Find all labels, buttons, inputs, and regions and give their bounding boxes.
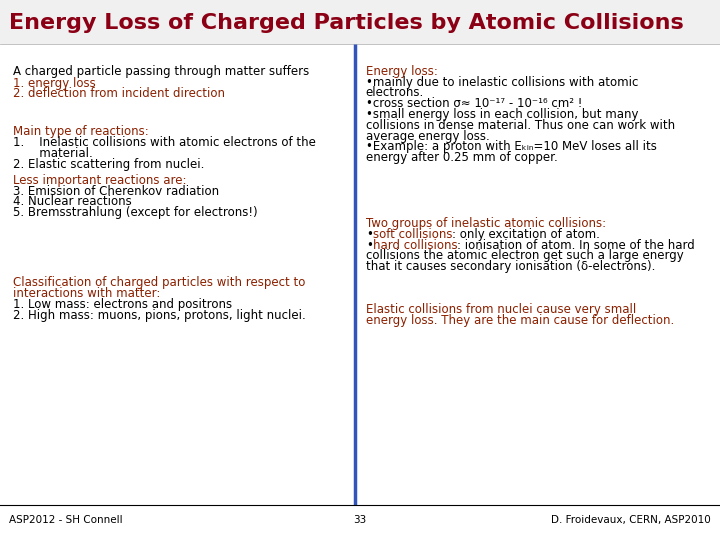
Text: 2. deflection from incident direction: 2. deflection from incident direction <box>13 87 225 100</box>
Text: collisions the atomic electron get such a large energy: collisions the atomic electron get such … <box>366 249 683 262</box>
Text: Main type of reactions:: Main type of reactions: <box>13 125 149 138</box>
Text: Energy loss:: Energy loss: <box>366 65 438 78</box>
Text: 1. energy loss: 1. energy loss <box>13 77 96 90</box>
Text: Classification of charged particles with respect to: Classification of charged particles with… <box>13 276 305 289</box>
Text: 33: 33 <box>354 515 366 525</box>
Text: Two groups of inelastic atomic collisions:: Two groups of inelastic atomic collision… <box>366 217 606 230</box>
Text: material.: material. <box>13 147 93 160</box>
Text: energy after 0.25 mm of copper.: energy after 0.25 mm of copper. <box>366 151 557 164</box>
Text: Elastic collisions from nuclei cause very small: Elastic collisions from nuclei cause ver… <box>366 303 636 316</box>
Text: A charged particle passing through matter suffers: A charged particle passing through matte… <box>13 65 309 78</box>
Text: Energy Loss of Charged Particles by Atomic Collisions: Energy Loss of Charged Particles by Atom… <box>9 12 684 33</box>
Text: 5. Bremsstrahlung (except for electrons!): 5. Bremsstrahlung (except for electrons!… <box>13 206 258 219</box>
Text: ASP2012 - SH Connell: ASP2012 - SH Connell <box>9 515 123 525</box>
Text: : only excitation of atom.: : only excitation of atom. <box>452 228 600 241</box>
Text: •cross section σ≈ 10⁻¹⁷ - 10⁻¹⁶ cm² !: •cross section σ≈ 10⁻¹⁷ - 10⁻¹⁶ cm² ! <box>366 97 582 110</box>
Text: •: • <box>366 228 373 241</box>
Text: electrons.: electrons. <box>366 86 424 99</box>
Text: energy loss. They are the main cause for deflection.: energy loss. They are the main cause for… <box>366 314 674 327</box>
Text: that it causes secondary ionisation (δ-electrons).: that it causes secondary ionisation (δ-e… <box>366 260 655 273</box>
Text: Less important reactions are:: Less important reactions are: <box>13 174 186 187</box>
Text: •mainly due to inelastic collisions with atomic: •mainly due to inelastic collisions with… <box>366 76 638 89</box>
Text: 2. Elastic scattering from nuclei.: 2. Elastic scattering from nuclei. <box>13 158 204 171</box>
Text: D. Froidevaux, CERN, ASP2010: D. Froidevaux, CERN, ASP2010 <box>551 515 711 525</box>
Text: •Example: a proton with Eₖᵢₙ=10 MeV loses all its: •Example: a proton with Eₖᵢₙ=10 MeV lose… <box>366 140 657 153</box>
Text: collisions in dense material. Thus one can work with: collisions in dense material. Thus one c… <box>366 119 675 132</box>
Text: 2. High mass: muons, pions, protons, light nuclei.: 2. High mass: muons, pions, protons, lig… <box>13 309 306 322</box>
Text: hard collisions: hard collisions <box>373 239 457 252</box>
Text: interactions with matter:: interactions with matter: <box>13 287 161 300</box>
Text: soft collisions: soft collisions <box>373 228 452 241</box>
Text: 4. Nuclear reactions: 4. Nuclear reactions <box>13 195 132 208</box>
Text: 1.    Inelastic collisions with atomic electrons of the: 1. Inelastic collisions with atomic elec… <box>13 136 316 149</box>
Bar <box>0 0 720 44</box>
Text: •small energy loss in each collision, but many: •small energy loss in each collision, bu… <box>366 108 638 121</box>
Text: average energy loss.: average energy loss. <box>366 130 490 143</box>
Text: : ionisation of atom. In some of the hard: : ionisation of atom. In some of the har… <box>457 239 695 252</box>
Text: •: • <box>366 239 373 252</box>
Text: 1. Low mass: electrons and positrons: 1. Low mass: electrons and positrons <box>13 298 232 311</box>
Text: 3. Emission of Cherenkov radiation: 3. Emission of Cherenkov radiation <box>13 185 219 198</box>
